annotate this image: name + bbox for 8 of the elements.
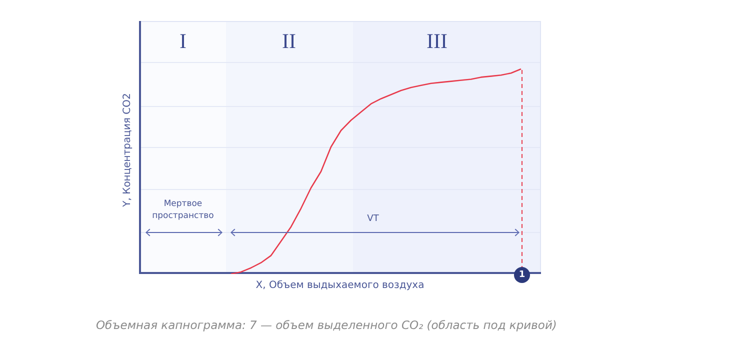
annotation: VT bbox=[366, 214, 380, 224]
text: Объемная капнограмма: 7 — объем выделенного CO₂ (область под кривой) bbox=[96, 318, 557, 332]
annotation: Мертвое пространство bbox=[151, 198, 215, 222]
text: I bbox=[178, 29, 188, 53]
text: III bbox=[426, 29, 448, 53]
text: II bbox=[281, 29, 297, 53]
y-axis-title: Y, Концентрация CO2 bbox=[121, 92, 134, 209]
x-axis-title: X, Объем выдыхаемого воздуха bbox=[254, 280, 426, 291]
